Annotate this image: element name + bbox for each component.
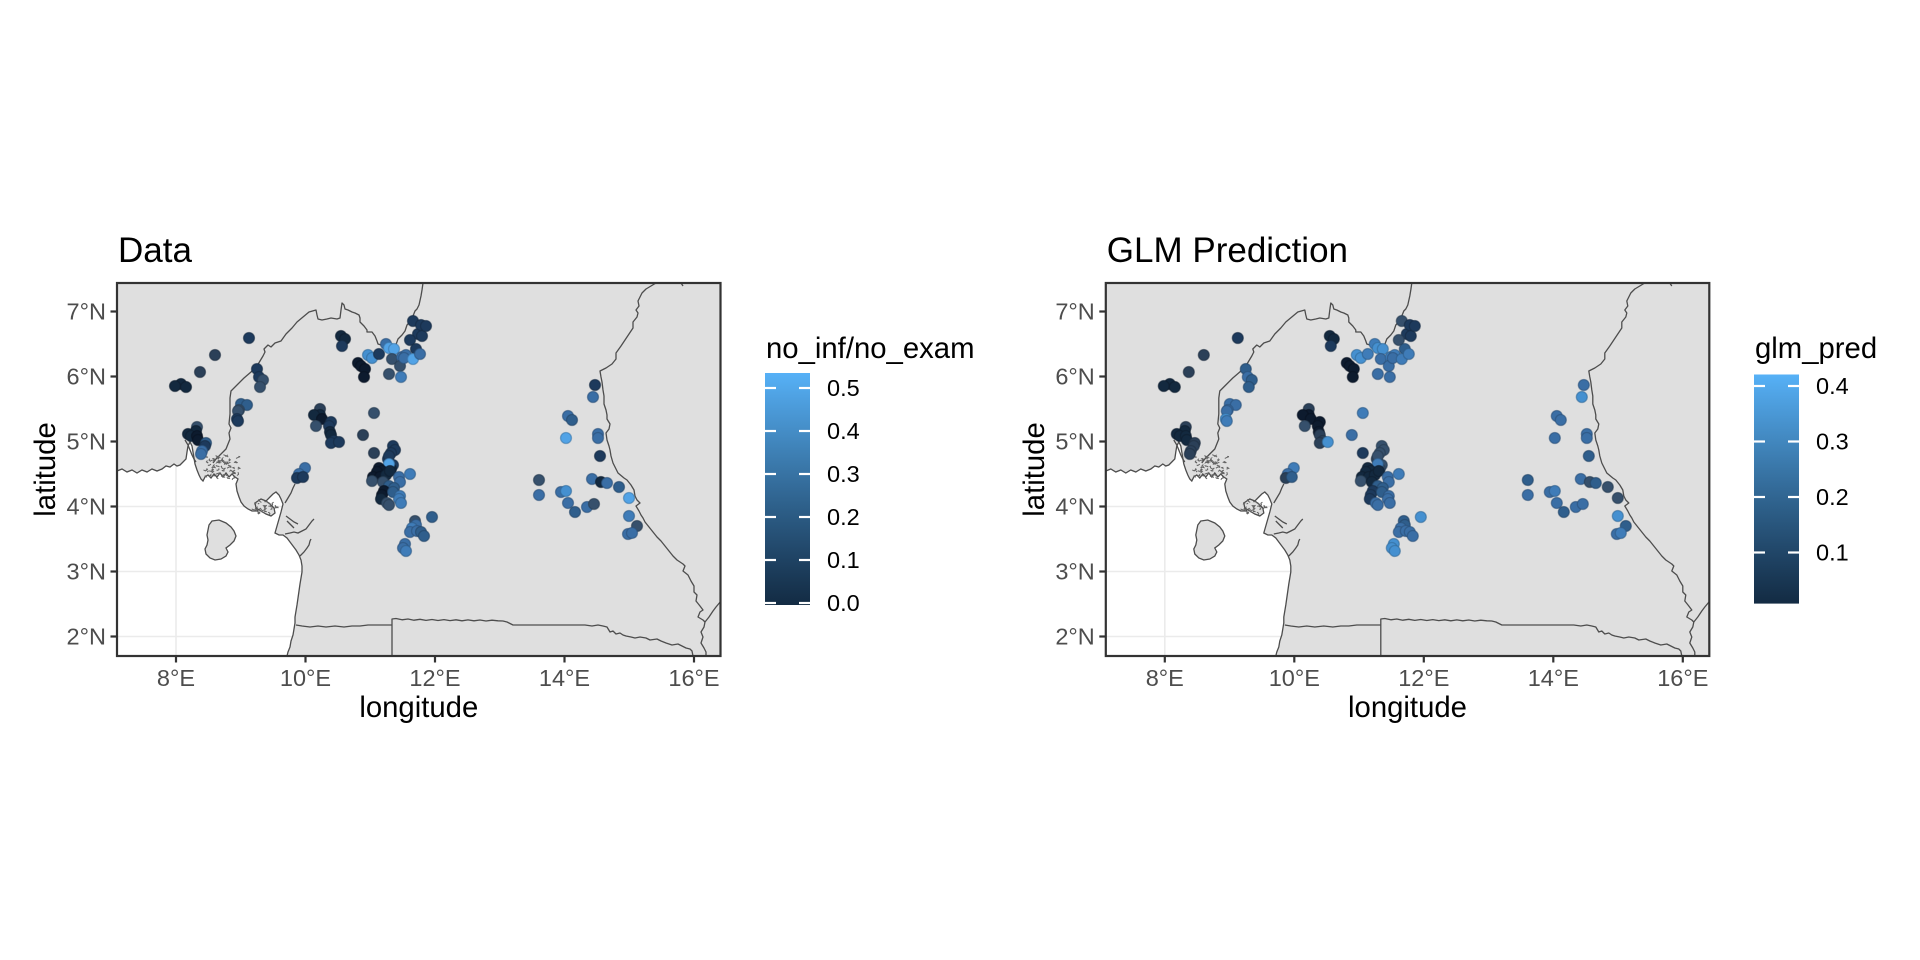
svg-text:glm_pred: glm_pred [1755, 332, 1877, 365]
svg-text:latitude: latitude [1018, 422, 1051, 516]
svg-text:0.4: 0.4 [1816, 373, 1849, 399]
svg-text:14°E: 14°E [1528, 665, 1579, 691]
svg-text:7°N: 7°N [67, 299, 106, 325]
svg-text:0.3: 0.3 [827, 461, 860, 487]
svg-text:8°E: 8°E [157, 665, 195, 691]
svg-text:no_inf/no_exam: no_inf/no_exam [766, 332, 974, 365]
svg-text:0.4: 0.4 [827, 418, 860, 444]
svg-text:longitude: longitude [359, 691, 478, 724]
svg-text:3°N: 3°N [67, 559, 106, 585]
svg-text:5°N: 5°N [67, 429, 106, 455]
svg-text:0.3: 0.3 [1816, 429, 1849, 455]
svg-text:3°N: 3°N [1055, 559, 1094, 585]
svg-text:12°E: 12°E [1398, 665, 1449, 691]
svg-text:16°E: 16°E [1657, 665, 1708, 691]
svg-text:0.1: 0.1 [827, 547, 860, 573]
svg-text:8°E: 8°E [1146, 665, 1184, 691]
svg-text:0.1: 0.1 [1816, 540, 1849, 566]
svg-text:0.2: 0.2 [827, 504, 860, 530]
svg-text:14°E: 14°E [539, 665, 590, 691]
svg-text:4°N: 4°N [67, 494, 106, 520]
svg-text:2°N: 2°N [67, 624, 106, 650]
svg-text:Data: Data [118, 231, 192, 270]
svg-text:5°N: 5°N [1055, 429, 1094, 455]
svg-text:10°E: 10°E [280, 665, 331, 691]
svg-text:0.2: 0.2 [1816, 484, 1849, 510]
svg-text:longitude: longitude [1348, 691, 1467, 724]
svg-text:GLM Prediction: GLM Prediction [1107, 231, 1348, 270]
svg-text:16°E: 16°E [668, 665, 719, 691]
svg-text:10°E: 10°E [1269, 665, 1320, 691]
svg-text:6°N: 6°N [1055, 364, 1094, 390]
svg-text:4°N: 4°N [1055, 494, 1094, 520]
svg-text:12°E: 12°E [409, 665, 460, 691]
svg-text:0.0: 0.0 [827, 590, 860, 616]
svg-text:7°N: 7°N [1055, 299, 1094, 325]
svg-text:2°N: 2°N [1055, 624, 1094, 650]
svg-text:0.5: 0.5 [827, 375, 860, 401]
svg-text:latitude: latitude [29, 422, 62, 516]
svg-text:6°N: 6°N [67, 364, 106, 390]
